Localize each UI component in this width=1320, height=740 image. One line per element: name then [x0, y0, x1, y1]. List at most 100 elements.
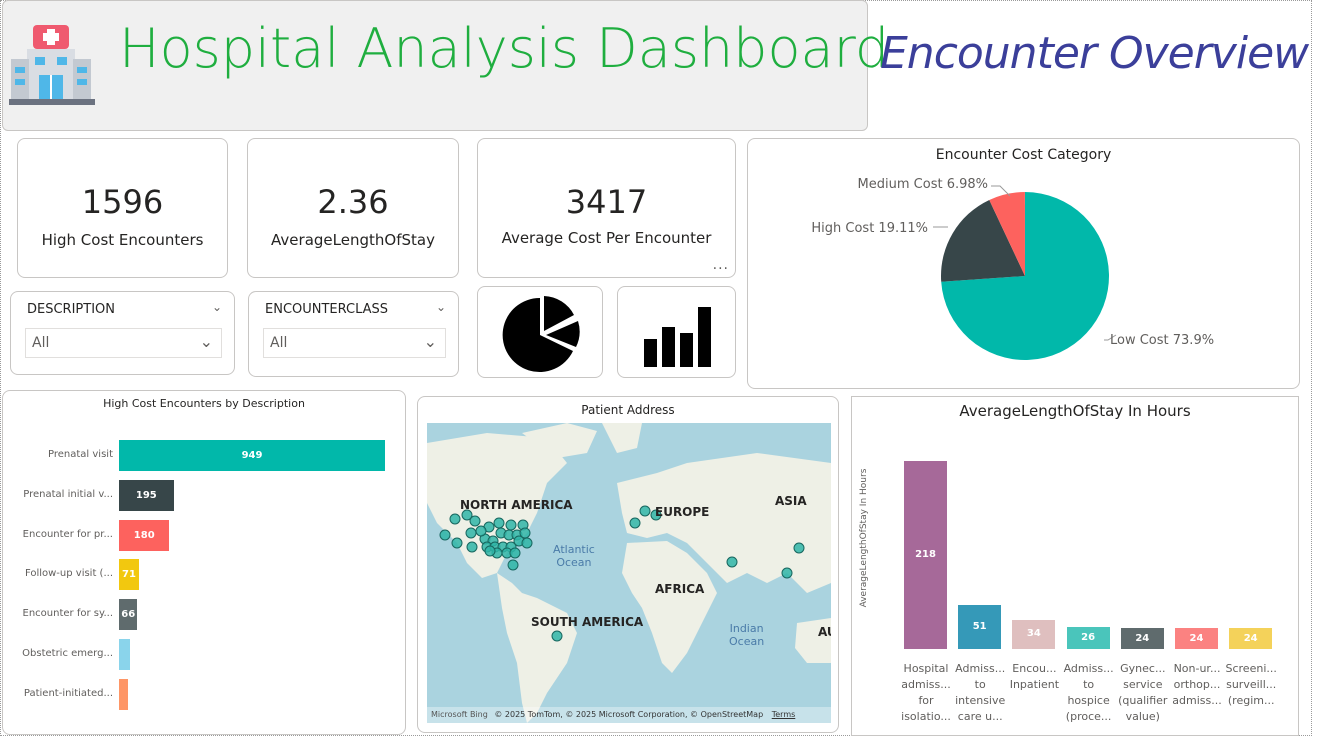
pie-slice-medium[interactable] [989, 192, 1025, 276]
pie-chart: Low Cost 73.9% High Cost 19.11% Medium C… [811, 177, 1214, 360]
pie-chart-card[interactable]: Encounter Cost Category Low Cost 73.9% H… [747, 138, 1300, 389]
page-title: Encounter Overview [880, 28, 1309, 79]
nav-button-bar[interactable] [617, 286, 736, 378]
slicer-description[interactable]: DESCRIPTION ⌄ All ⌄ [10, 291, 235, 375]
x-axis-tick-label: Gynec... service (qualifier value) [1118, 662, 1168, 723]
map-label-indian: Indian Ocean [729, 622, 765, 648]
slicer-dropdown[interactable]: All ⌄ [25, 328, 222, 358]
more-options-icon[interactable]: ... [712, 257, 729, 273]
visual-title: AverageLengthOfStay In Hours [959, 402, 1191, 420]
bar[interactable] [119, 678, 128, 710]
kpi-card-avg-cost[interactable]: 3417 Average Cost Per Encounter ... [477, 138, 736, 278]
location-marker[interactable] [451, 537, 463, 549]
visual-title: Encounter Cost Category [935, 147, 1112, 163]
location-marker[interactable] [449, 513, 461, 525]
kpi-card-avg-los[interactable]: 2.36 AverageLengthOfStay [247, 138, 459, 278]
x-axis-tick-label: Hospital admiss... for isolatio... [901, 662, 951, 723]
location-marker[interactable] [629, 517, 641, 529]
kpi-value: 3417 [565, 183, 648, 221]
bar-chart-icon [644, 307, 711, 367]
kpi-label: High Cost Encounters [41, 231, 204, 249]
bar-category-label: Prenatal initial v... [23, 488, 113, 500]
bar[interactable] [119, 639, 131, 670]
location-marker[interactable] [469, 515, 481, 527]
bar-category-label: Obstetric emerg... [22, 648, 113, 659]
slicer-dropdown[interactable]: All ⌄ [263, 328, 446, 358]
attribution-text: © 2025 TomTom, © 2025 Microsoft Corporat… [494, 710, 764, 719]
location-marker[interactable] [650, 509, 662, 521]
terms-link[interactable]: Terms [771, 710, 796, 719]
slicer-value: All [270, 335, 288, 351]
slicer-encounterclass[interactable]: ENCOUNTERCLASS ⌄ All ⌄ [248, 291, 459, 377]
vbar-chart-card[interactable]: AverageLengthOfStay In Hours AverageLeng… [851, 396, 1299, 736]
bar-category-label: Follow-up visit (... [24, 568, 113, 580]
pie-slice-high[interactable] [941, 199, 1025, 282]
bar-value-label: 66 [121, 609, 136, 621]
chevron-down-icon: ⌄ [199, 332, 213, 351]
bar-category-label: Encounter for pr... [22, 528, 113, 540]
bar-value-label: 24 [1135, 632, 1150, 644]
kpi-label: Average Cost Per Encounter [501, 229, 712, 247]
bar-value-label: 34 [1026, 628, 1041, 640]
map-label-europe: EUROPE [655, 505, 710, 519]
bar[interactable]: 51 [958, 605, 1002, 649]
kpi-label: AverageLengthOfStay [271, 231, 435, 249]
pie-label-high: High Cost 19.11% [811, 221, 928, 236]
kpi-value: 1596 [81, 183, 164, 221]
location-marker[interactable] [521, 537, 533, 549]
location-marker[interactable] [439, 529, 451, 541]
y-axis-label: AverageLengthOfStay In Hours [859, 468, 869, 608]
pie-label-medium: Medium Cost 6.98% [858, 177, 988, 192]
bar[interactable]: 949 [119, 440, 385, 471]
bar[interactable]: 24 [1229, 628, 1273, 649]
bar[interactable]: 66 [119, 599, 138, 631]
bar-value-label: 949 [241, 450, 263, 461]
bar-value-label [119, 679, 128, 710]
location-marker[interactable] [465, 527, 477, 539]
location-marker[interactable] [507, 559, 519, 571]
bar-value-label: 195 [135, 489, 157, 501]
kpi-card-high-cost[interactable]: 1596 High Cost Encounters [17, 138, 228, 278]
bar[interactable]: 218 [904, 461, 947, 649]
hbar-chart-card[interactable]: High Cost Encounters by Description Pren… [2, 390, 406, 735]
location-marker[interactable] [551, 630, 563, 642]
location-marker[interactable] [461, 509, 473, 521]
x-axis-tick-label: Screeni... surveill... (regim... [1225, 662, 1277, 707]
bing-logo: Microsoft Bing [431, 710, 488, 719]
nav-button-pie[interactable] [477, 286, 603, 378]
x-axis-tick-label: Admiss... to hospice (proce... [1063, 662, 1114, 723]
visual-title: High Cost Encounters by Description [103, 397, 305, 410]
location-marker[interactable] [505, 519, 517, 531]
location-marker[interactable] [509, 547, 521, 559]
bar-category-label: Encounter for sy... [22, 608, 113, 620]
bar[interactable]: 180 [119, 519, 170, 551]
location-marker[interactable] [466, 541, 478, 553]
location-marker[interactable] [726, 556, 738, 568]
bar-category-label: Prenatal visit [48, 449, 113, 460]
map-label-africa: AFRICA [655, 582, 705, 596]
pie-chart-icon [502, 296, 580, 372]
bar[interactable]: 195 [119, 479, 174, 511]
bar[interactable]: 26 [1066, 626, 1110, 649]
location-marker[interactable] [781, 567, 793, 579]
x-axis-tick-label: Encou... Inpatient [1009, 662, 1060, 691]
bar-value-label: 51 [972, 621, 987, 632]
map-label-asia: ASIA [775, 494, 807, 508]
bar[interactable]: 24 [1120, 628, 1164, 649]
world-map [427, 423, 831, 723]
bar-value-label: 24 [1189, 632, 1204, 644]
bar[interactable]: 34 [1012, 619, 1056, 649]
location-marker[interactable] [475, 525, 487, 537]
location-marker[interactable] [484, 545, 496, 557]
patient-map[interactable]: NORTH AMERICA EUROPE ASIA AFRICA SOUTH A… [427, 423, 831, 723]
location-marker[interactable] [493, 517, 505, 529]
map-label-australia: AU [818, 625, 831, 639]
bar[interactable]: 24 [1175, 628, 1218, 649]
chevron-down-icon[interactable]: ⌄ [435, 300, 446, 314]
chevron-down-icon: ⌄ [423, 332, 437, 351]
location-marker[interactable] [793, 542, 805, 554]
location-marker[interactable] [639, 505, 651, 517]
chevron-down-icon[interactable]: ⌄ [211, 300, 222, 314]
pie-slice-low[interactable] [941, 192, 1109, 360]
bar[interactable]: 71 [119, 559, 139, 591]
